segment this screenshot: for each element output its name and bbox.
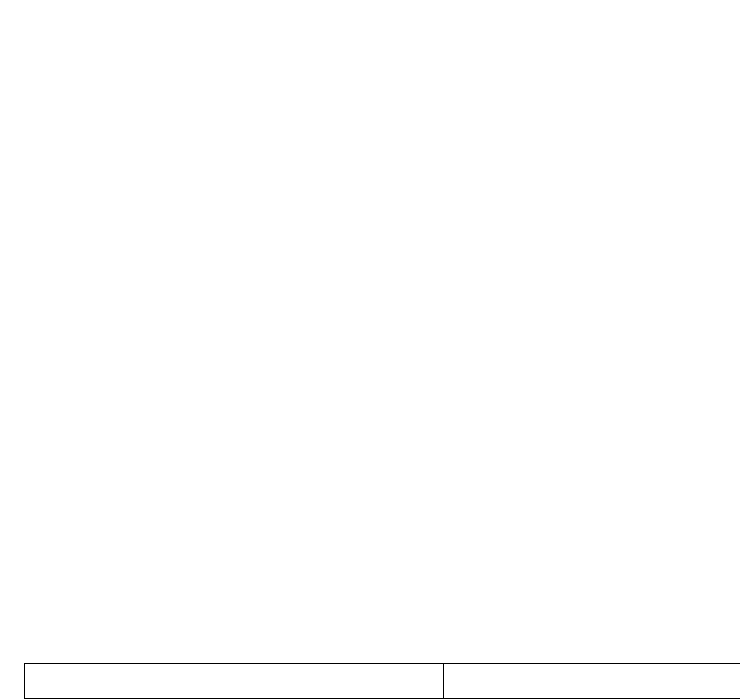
ensemble-chart bbox=[0, 0, 740, 642]
mean-swatch bbox=[35, 648, 65, 654]
gfs-run-swatch bbox=[225, 649, 255, 654]
footer-right-box bbox=[444, 664, 740, 698]
control-run-swatch bbox=[225, 634, 255, 639]
footer-left-box bbox=[25, 664, 444, 698]
footer-bar bbox=[24, 663, 740, 699]
